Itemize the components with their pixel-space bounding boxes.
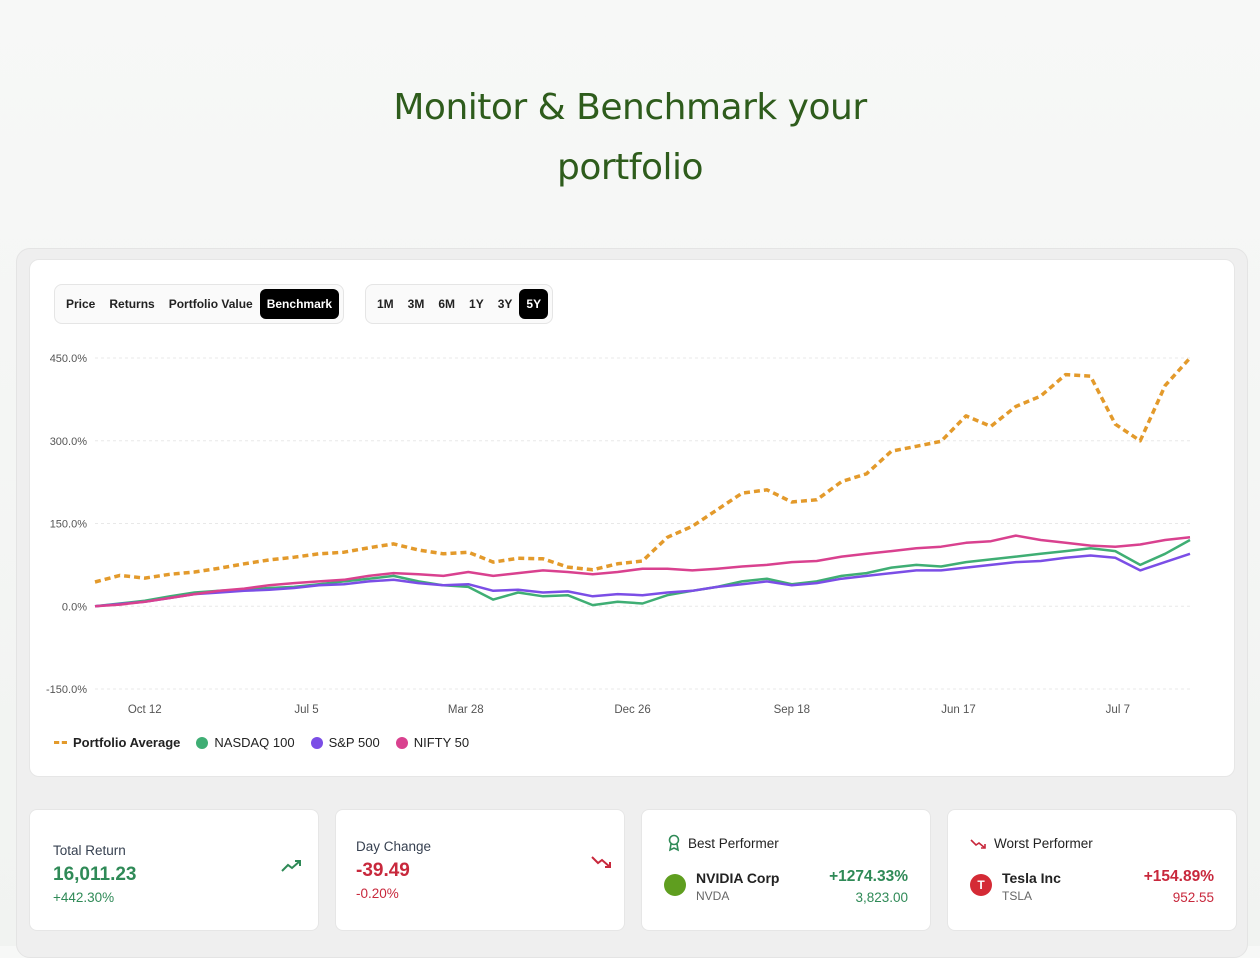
y-tick-label: -150.0%: [46, 684, 87, 696]
range-tabs: 1M 3M 6M 1Y 3Y 5Y: [365, 284, 554, 324]
x-tick-label: Jul 7: [1106, 704, 1130, 716]
total-return-label: Total Return: [53, 843, 126, 858]
heading-line-1: Monitor & Benchmark your: [393, 87, 867, 128]
series-line-nasdaq-100: [94, 538, 1191, 608]
range-3m[interactable]: 3M: [407, 297, 425, 311]
dashed-line-swatch-icon: [54, 741, 67, 744]
tab-returns[interactable]: Returns: [109, 297, 155, 311]
series-line-nifty-50: [94, 534, 1191, 608]
day-change-card: Day Change -39.49 -0.20%: [335, 809, 625, 931]
worst-performer-name: Tesla Inc: [1002, 870, 1061, 886]
best-performer-price: 3,823.00: [855, 890, 908, 905]
trending-down-icon: [970, 839, 986, 849]
view-tabs: Price Returns Portfolio Value Benchmark: [54, 284, 345, 324]
trending-down-icon: [591, 856, 611, 868]
legend-nasdaq-100[interactable]: NASDAQ 100: [196, 735, 295, 750]
x-tick-label: Mar 28: [448, 704, 484, 716]
legend-sp-500[interactable]: S&P 500: [310, 735, 380, 750]
dashboard-panel: Price Returns Portfolio Value Benchmark …: [16, 248, 1248, 958]
x-tick-label: Jul 5: [294, 704, 318, 716]
legend-portfolio-average[interactable]: Portfolio Average: [54, 735, 180, 750]
dot-swatch-icon: [310, 736, 323, 749]
worst-performer-card: Worst Performer T Tesla Inc TSLA +154.89…: [947, 809, 1237, 931]
y-tick-label: 150.0%: [50, 519, 88, 531]
dot-swatch-icon: [395, 736, 408, 749]
tab-benchmark[interactable]: Benchmark: [259, 289, 340, 319]
nvidia-logo: [664, 874, 686, 896]
x-tick-label: Sep 18: [774, 704, 810, 716]
chart-card: Price Returns Portfolio Value Benchmark …: [29, 259, 1235, 777]
day-change-label: Day Change: [356, 839, 432, 854]
benchmark-chart: 450.0% 300.0% 150.0% 0.0% -150.0% Oct 12 Jul 5…: [46, 353, 1192, 716]
worst-performer-ticker: TSLA: [1002, 889, 1033, 903]
best-performer-ticker: NVDA: [696, 889, 730, 903]
chart-legend: Portfolio Average NASDAQ 100 S&P 500 NIF…: [54, 735, 469, 750]
y-tick-label: 450.0%: [50, 353, 88, 365]
series-line-s-p-500: [94, 552, 1191, 608]
y-tick-label: 0.0%: [62, 601, 87, 613]
tab-portfolio-value[interactable]: Portfolio Value: [168, 297, 253, 311]
range-1y[interactable]: 1Y: [469, 297, 484, 311]
total-return-card: Total Return 16,011.23 +442.30%: [29, 809, 319, 931]
range-6m[interactable]: 6M: [438, 297, 456, 311]
best-performer-label: Best Performer: [688, 836, 779, 851]
total-return-value: 16,011.23: [53, 864, 137, 885]
legend-nifty-50[interactable]: NIFTY 50: [395, 735, 469, 750]
range-5y[interactable]: 5Y: [519, 289, 549, 319]
tab-price[interactable]: Price: [66, 297, 96, 311]
series-line-portfolio-average: [94, 356, 1192, 584]
worst-performer-label: Worst Performer: [994, 836, 1093, 851]
best-performer-name: NVIDIA Corp: [696, 870, 780, 886]
x-tick-label: Dec 26: [614, 704, 650, 716]
dot-swatch-icon: [196, 736, 209, 749]
page-heading: Monitor & Benchmark your portfolio: [0, 78, 1260, 198]
worst-performer-pct: +154.89%: [1143, 868, 1214, 885]
range-3y[interactable]: 3Y: [497, 297, 513, 311]
trending-up-icon: [281, 860, 301, 872]
y-tick-label: 300.0%: [50, 436, 88, 448]
best-performer-card: Best Performer NVIDIA Corp NVDA +1274.33…: [641, 809, 931, 931]
day-change-value: -39.49: [356, 860, 410, 881]
x-tick-label: Jun 17: [941, 704, 976, 716]
best-performer-pct: +1274.33%: [829, 868, 908, 885]
award-icon: [668, 834, 680, 852]
range-1m[interactable]: 1M: [377, 297, 394, 311]
day-change-pct: -0.20%: [356, 886, 399, 901]
x-tick-label: Oct 12: [128, 704, 162, 716]
tesla-logo: T: [970, 874, 992, 896]
heading-line-2: portfolio: [556, 147, 704, 188]
worst-performer-price: 952.55: [1172, 890, 1214, 905]
total-return-pct: +442.30%: [53, 890, 115, 905]
